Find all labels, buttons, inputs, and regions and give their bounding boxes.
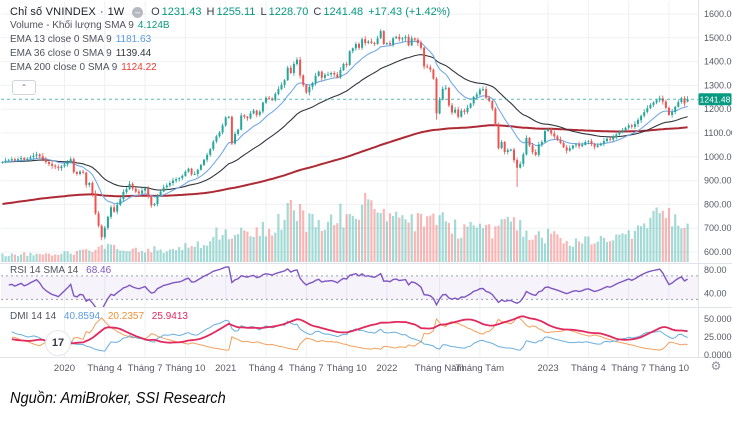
ema200-line: [2, 124, 688, 205]
candles-layer: [1, 29, 689, 241]
ema36-legend-row[interactable]: EMA 36 close 0 SMA 9 1139.44: [10, 47, 452, 61]
svg-text:40.00: 40.00: [704, 289, 727, 299]
symbol-title: Chỉ số VNINDEX: [10, 6, 96, 18]
svg-text:1500.00: 1500.00: [704, 33, 732, 43]
panel-separators: [0, 0, 732, 358]
vnindex-chart: 1600.00 1500.00 1400.00 1300.00 1200.00 1100.…: [0, 0, 732, 386]
svg-text:Tháng 4: Tháng 4: [87, 363, 122, 374]
symbol-row[interactable]: Chỉ số VNINDEX · 1W – O 1231.43 H 1255.11 …: [10, 5, 452, 19]
ema36-label: EMA 36 close 0 SMA 9: [10, 48, 112, 59]
svg-text:Tháng 7: Tháng 7: [128, 363, 163, 374]
close-label: C: [313, 6, 322, 18]
high-label: H: [206, 6, 215, 18]
dmi-legend[interactable]: DMI 14 14 40.8594 20.2357 25.9413: [10, 311, 193, 322]
svg-text:80.00: 80.00: [704, 265, 727, 275]
ema36-line: [2, 54, 688, 191]
ema200-legend-row[interactable]: EMA 200 close 0 SMA 9 1124.22: [10, 61, 452, 75]
svg-text:1200.00: 1200.00: [704, 104, 732, 114]
title-separator: ·: [99, 6, 104, 18]
svg-text:Tháng 7: Tháng 7: [289, 363, 324, 374]
svg-text:1100.00: 1100.00: [704, 128, 732, 138]
dmi-adx-line: [11, 315, 688, 345]
svg-text:Tháng 7: Tháng 7: [611, 363, 646, 374]
ema36-value: 1139.44: [115, 48, 152, 59]
current-price-tag: 1241.48: [698, 93, 732, 106]
ema13-value: 1181.63: [115, 34, 152, 45]
ema13-label: EMA 13 close 0 SMA 9: [10, 34, 112, 45]
open-label: O: [151, 6, 160, 18]
collapse-legend-button[interactable]: ⌃: [12, 80, 36, 95]
rsi-value: 68.46: [86, 265, 112, 276]
svg-text:1000.00: 1000.00: [704, 152, 732, 162]
svg-text:Tháng 4: Tháng 4: [571, 363, 606, 374]
source-dot-icon[interactable]: –: [132, 6, 144, 18]
svg-text:900.00: 900.00: [704, 176, 732, 186]
svg-text:1400.00: 1400.00: [704, 57, 732, 67]
dmi-plus-di-line: [11, 319, 688, 352]
dmi-plus-di-value: 40.8594: [63, 311, 101, 322]
dmi-adx-value: 25.9413: [151, 311, 188, 322]
low-label: L: [260, 6, 267, 18]
high-value: 1255.11: [216, 6, 256, 18]
chart-plot[interactable]: 1600.00 1500.00 1400.00 1300.00 1200.00 1100.…: [0, 0, 732, 386]
volume-layer: [1, 193, 689, 262]
change-value: +17.43 (+1.42%): [368, 6, 451, 18]
time-axis[interactable]: 2020 Tháng 4 Tháng 7 Tháng 10 2021 Tháng 4 Thá…: [54, 363, 689, 374]
volume-legend-row[interactable]: Volume - Khối lượng SMA 9 4.124B: [10, 19, 452, 33]
interval-label: 1W: [107, 6, 125, 18]
tradingview-logo-icon[interactable]: 17: [45, 330, 71, 356]
svg-text:Tháng 10: Tháng 10: [327, 363, 367, 374]
chart-background: [0, 0, 732, 386]
ema13-line: [2, 40, 688, 205]
svg-text:Tháng 10: Tháng 10: [649, 363, 689, 374]
ohlc-values: O 1231.43 H 1255.11 L 1228.70 C 1241.48 +17.…: [151, 5, 452, 19]
svg-text:1241.48: 1241.48: [700, 95, 731, 105]
ema13-legend-row[interactable]: EMA 13 close 0 SMA 9 1181.63: [10, 33, 452, 47]
main-legend: Chỉ số VNINDEX · 1W – O 1231.43 H 1255.11 …: [10, 5, 452, 75]
svg-text:Tháng 10: Tháng 10: [165, 363, 205, 374]
svg-text:1600.00: 1600.00: [704, 9, 732, 19]
source-caption: Nguồn: AmiBroker, SSI Research: [10, 390, 226, 407]
ema200-value: 1124.22: [121, 62, 157, 73]
chevron-up-icon: ⌃: [20, 83, 28, 92]
svg-text:800.00: 800.00: [704, 199, 732, 209]
svg-text:700.00: 700.00: [704, 223, 732, 233]
dmi-minus-di-line: [11, 316, 688, 351]
svg-text:2022: 2022: [376, 363, 397, 374]
svg-text:600.00: 600.00: [704, 247, 732, 257]
volume-value: 4.124B: [137, 20, 170, 31]
svg-text:Tháng Năm: Tháng Năm: [415, 363, 465, 374]
svg-text:2023: 2023: [538, 363, 559, 374]
svg-text:0.0000: 0.0000: [704, 350, 732, 360]
settings-gear-icon[interactable]: ⚙: [710, 359, 722, 373]
svg-text:2021: 2021: [215, 363, 236, 374]
rsi-legend[interactable]: RSI 14 SMA 14 68.46: [10, 265, 116, 276]
rsi-band: [1, 275, 698, 300]
dmi-minus-di-value: 20.2357: [107, 311, 145, 322]
open-value: 1231.43: [161, 6, 202, 18]
svg-text:Tháng Tám: Tháng Tám: [456, 363, 504, 374]
close-value: 1241.48: [323, 6, 364, 18]
dmi-label: DMI 14 14: [10, 311, 57, 322]
rsi-line: [8, 266, 688, 307]
svg-text:1300.00: 1300.00: [704, 80, 732, 90]
svg-text:2020: 2020: [54, 363, 75, 374]
svg-text:25.0000: 25.0000: [704, 332, 732, 342]
ema200-label: EMA 200 close 0 SMA 9: [10, 62, 118, 73]
rsi-label: RSI 14 SMA 14: [10, 265, 79, 276]
svg-text:Tháng 4: Tháng 4: [249, 363, 284, 374]
svg-text:50.0000: 50.0000: [704, 314, 732, 324]
volume-label: Volume - Khối lượng SMA 9: [10, 20, 134, 31]
low-value: 1228.70: [268, 6, 309, 18]
price-axis[interactable]: 1600.00 1500.00 1400.00 1300.00 1200.00 1100.…: [704, 9, 732, 360]
